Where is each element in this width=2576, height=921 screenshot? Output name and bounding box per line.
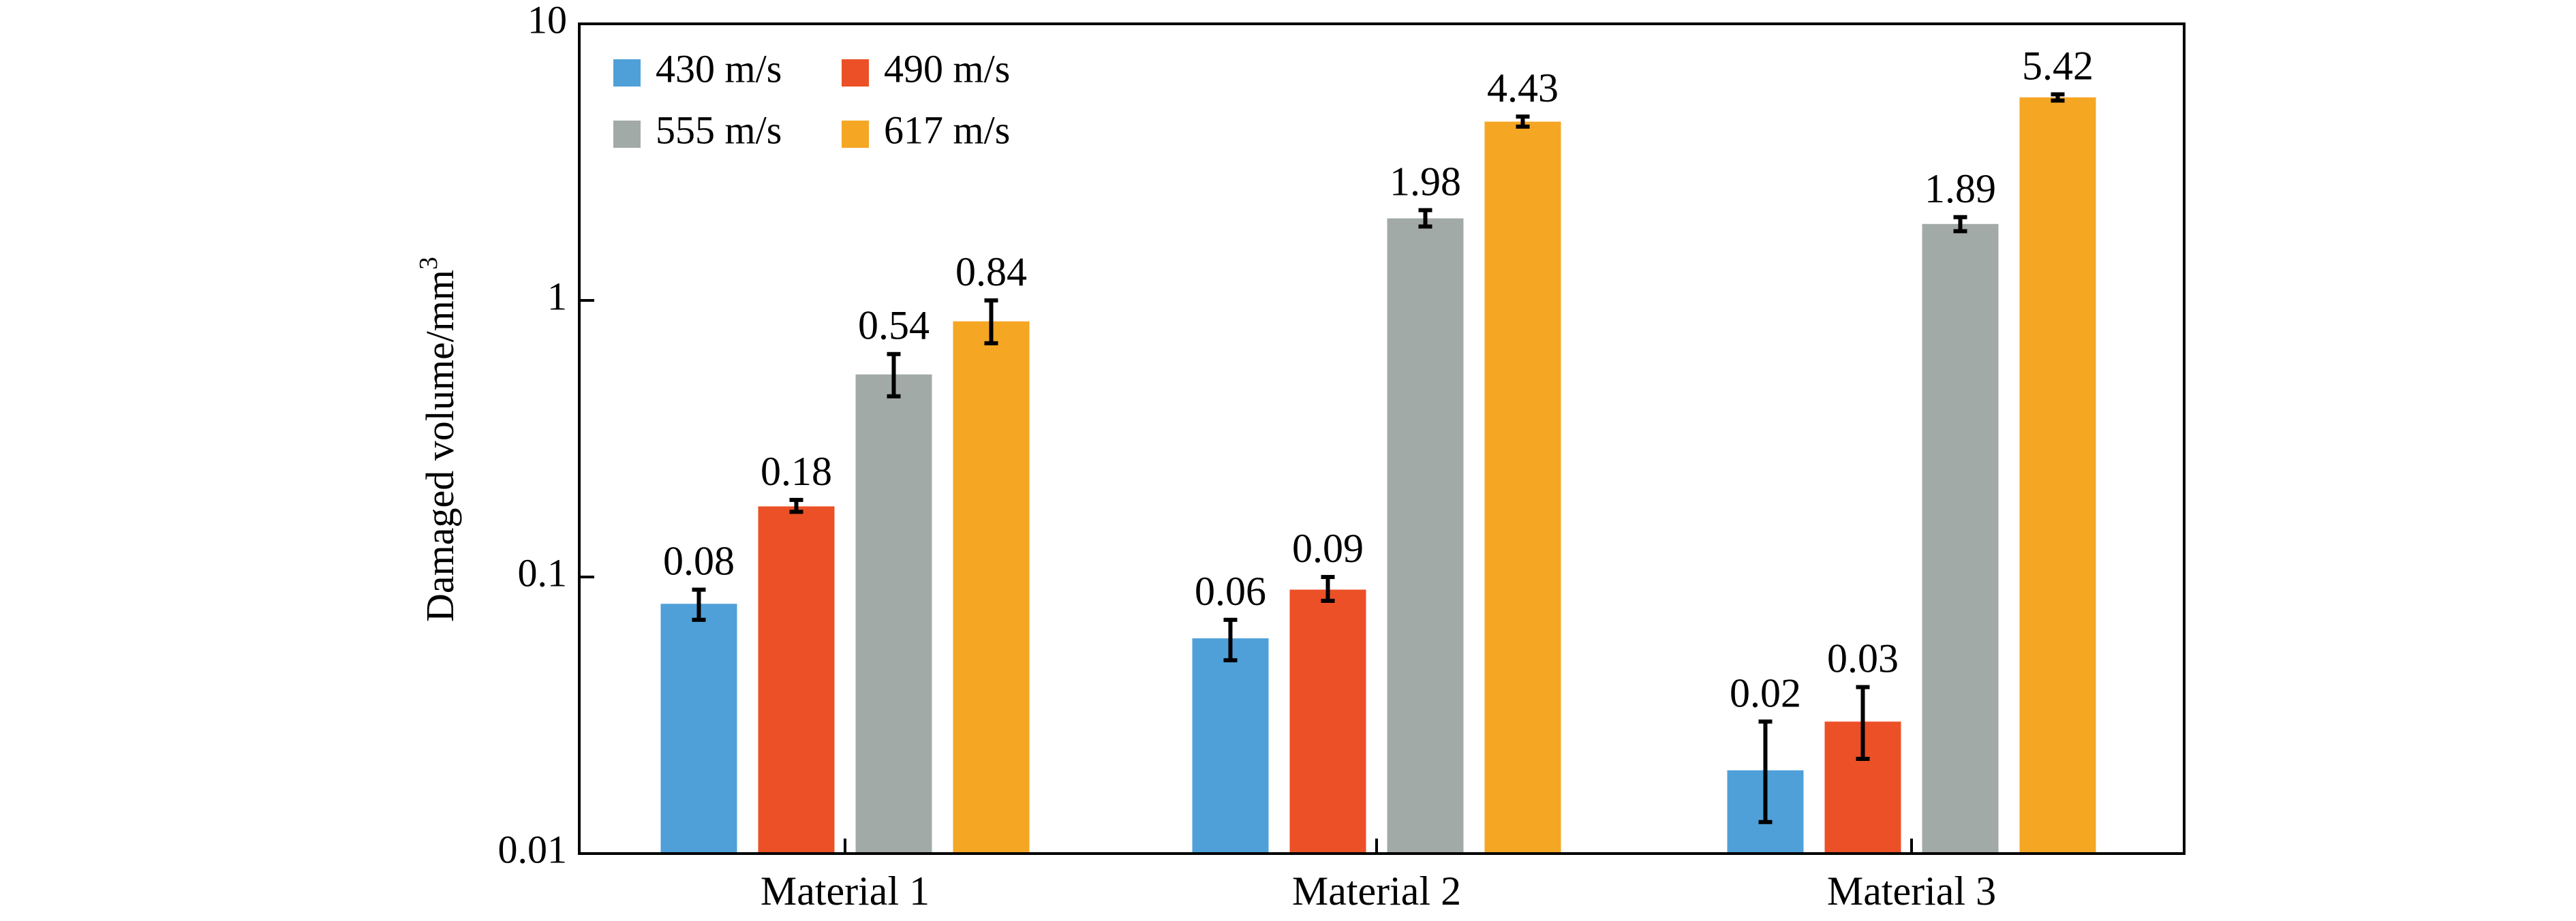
legend-swatch	[842, 121, 869, 148]
error-bars-layer	[692, 92, 2065, 824]
x-category-label: Material 3	[1827, 869, 1996, 914]
bar-value-label: 0.02	[1730, 670, 1801, 715]
bar	[2019, 97, 2096, 854]
bar-value-label: 1.89	[1925, 166, 1996, 211]
bar	[660, 604, 737, 854]
y-axis-title: Damaged volume/mm3	[414, 257, 463, 622]
bar	[758, 506, 835, 854]
bar-value-label: 0.09	[1292, 526, 1364, 571]
legend-swatch	[842, 59, 869, 87]
bar-value-label: 4.43	[1487, 65, 1559, 110]
bar	[953, 321, 1030, 854]
bar-value-label: 0.84	[955, 249, 1027, 294]
plot-frame	[578, 22, 2186, 855]
y-axis-title-superscript: 3	[414, 257, 443, 270]
bar	[1192, 638, 1269, 854]
x-category-label: Material 1	[761, 869, 930, 914]
y-tick-label: 0.01	[498, 827, 568, 871]
bar-value-label: 0.18	[761, 449, 832, 494]
bar	[1289, 589, 1366, 854]
y-tick-label: 10	[527, 0, 567, 42]
y-ticks-layer: 0.01 0.1 1 10	[498, 0, 594, 871]
legend-swatch	[613, 59, 641, 87]
bar	[1387, 218, 1464, 854]
legend-label: 430 m/s	[656, 46, 782, 91]
y-axis-title-text: Damaged volume/mm	[418, 270, 462, 622]
bar	[855, 374, 932, 854]
x-category-layer: Material 1 Material 2 Material 3	[761, 839, 1996, 914]
legend-swatch	[613, 121, 641, 148]
legend-label: 490 m/s	[884, 46, 1010, 91]
bar-value-label: 0.08	[663, 539, 735, 584]
bar-value-label: 0.06	[1195, 569, 1266, 614]
legend-label: 555 m/s	[656, 108, 782, 152]
bar	[1484, 121, 1561, 854]
y-tick-label: 0.1	[518, 550, 568, 595]
legend-label: 617 m/s	[884, 108, 1010, 152]
bar-value-label: 0.03	[1827, 636, 1899, 681]
legend: 430 m/s 490 m/s 555 m/s 617 m/s	[613, 46, 1010, 152]
bar-value-label: 5.42	[2022, 43, 2094, 88]
x-category-label: Material 2	[1292, 869, 1461, 914]
y-tick-label: 1	[547, 274, 567, 318]
value-labels-layer: 0.08 0.18 0.54 0.84 0.06 0.09 1.98 4.43 0.02 0.03…	[663, 43, 2094, 715]
bar	[1922, 223, 1999, 854]
bars-layer	[660, 97, 2096, 854]
bar-value-label: 0.54	[858, 303, 930, 348]
bar-value-label: 1.98	[1390, 159, 1461, 204]
